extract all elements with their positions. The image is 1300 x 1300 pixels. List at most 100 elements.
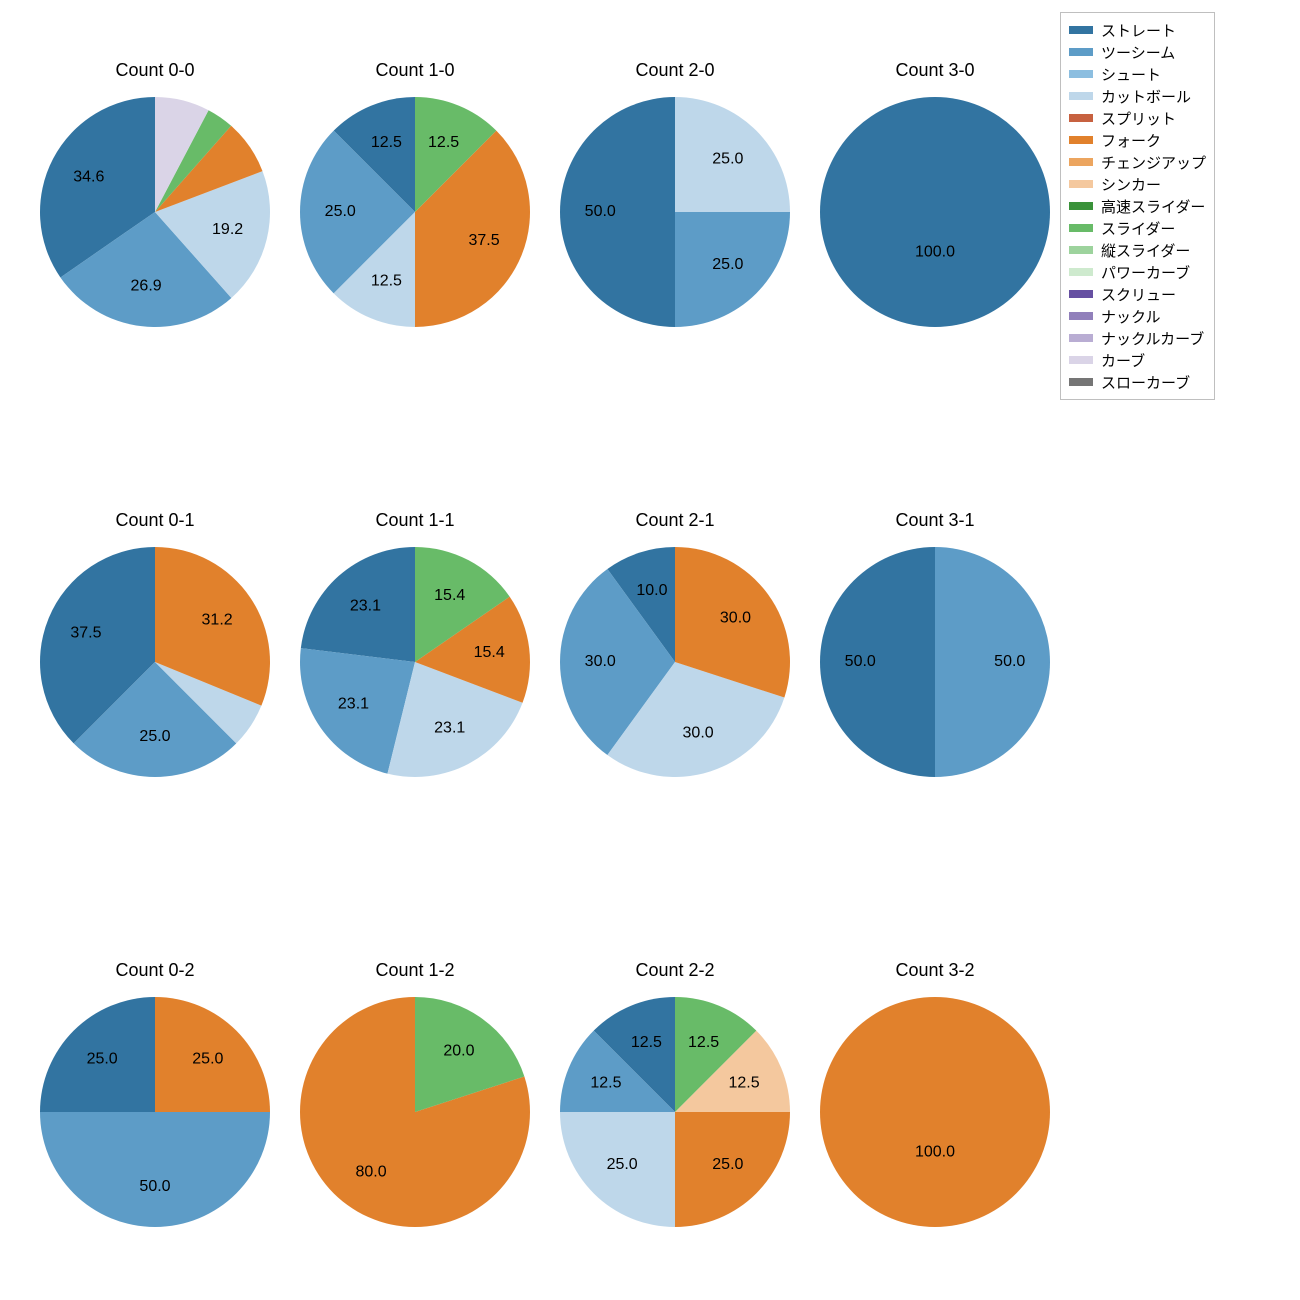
legend-swatch	[1069, 70, 1093, 78]
legend-swatch	[1069, 312, 1093, 320]
legend-item: チェンジアップ	[1069, 151, 1206, 173]
legend-label: スクリュー	[1101, 284, 1176, 305]
pie-cell: Count 1-012.525.012.537.512.5	[290, 60, 540, 360]
pie-cell: Count 1-2 80.0 20.0	[290, 960, 540, 1260]
pie-title: Count 0-1	[30, 510, 280, 531]
pie-wrap: 12.512.525.025.012.512.5	[550, 987, 800, 1237]
pie-slice-label: 34.6	[73, 169, 104, 186]
legend-label: ナックル	[1101, 306, 1161, 327]
chart-grid: Count 0-0 34.626.919.2 Count 1-0 12.5 25.0 12…	[0, 0, 1300, 1300]
pie-title: Count 0-2	[30, 960, 280, 981]
pie-svg: 100.0	[810, 987, 1060, 1237]
legend-swatch	[1069, 136, 1093, 144]
pie-cell: Count 2-212.512.525.025.012.512.5	[550, 960, 800, 1260]
pie-slice-label: 50.0	[585, 203, 616, 220]
pie-wrap: 50.0 25.0 25.0	[550, 87, 800, 337]
pie-svg: 12.512.525.025.012.512.5	[550, 987, 800, 1237]
pie-slice-label: 15.4	[434, 587, 465, 604]
legend-label: ツーシーム	[1101, 42, 1175, 63]
legend-item: 高速スライダー	[1069, 195, 1206, 217]
legend-swatch	[1069, 290, 1093, 298]
pie-slice-label: 50.0	[994, 653, 1025, 670]
legend-item: パワーカーブ	[1069, 261, 1206, 283]
pie-wrap: 100.0	[810, 987, 1060, 1237]
pie-wrap: 12.525.012.537.512.5	[290, 87, 540, 337]
legend-item: ナックルカーブ	[1069, 327, 1206, 349]
pie-title: Count 2-0	[550, 60, 800, 81]
pie-slice-label: 19.2	[212, 221, 243, 238]
pie-title: Count 0-0	[30, 60, 280, 81]
legend-label: スプリット	[1101, 108, 1176, 129]
legend-label: パワーカーブ	[1101, 262, 1190, 283]
legend-swatch	[1069, 202, 1093, 210]
pie-slice-label: 25.0	[192, 1050, 223, 1067]
pie-slice-label: 25.0	[87, 1050, 118, 1067]
pie-svg: 100.0	[810, 87, 1060, 337]
legend-swatch	[1069, 48, 1093, 56]
pie-title: Count 1-2	[290, 960, 540, 981]
legend-item: 縦スライダー	[1069, 239, 1206, 261]
pie-slice-label: 12.5	[371, 134, 402, 151]
legend-item: カットボール	[1069, 85, 1206, 107]
pie-svg: 25.0 50.0 25.0	[30, 987, 280, 1237]
legend-item: ツーシーム	[1069, 41, 1206, 63]
legend-item: スライダー	[1069, 217, 1206, 239]
pie-slice-label: 100.0	[915, 243, 955, 260]
pie-slice-label: 80.0	[355, 1164, 386, 1181]
legend-swatch	[1069, 92, 1093, 100]
pie-svg: 37.525.031.2	[30, 537, 280, 787]
pie-slice-label: 12.5	[428, 134, 459, 151]
pie-slice-label: 50.0	[139, 1178, 170, 1195]
legend-item: カーブ	[1069, 349, 1206, 371]
legend-swatch	[1069, 356, 1093, 364]
pie-wrap: 80.0 20.0	[290, 987, 540, 1237]
legend-swatch	[1069, 180, 1093, 188]
legend-swatch	[1069, 246, 1093, 254]
pie-slice-label: 100.0	[915, 1143, 955, 1160]
legend-item: ナックル	[1069, 305, 1206, 327]
pie-cell: Count 0-0 34.626.919.2	[30, 60, 280, 360]
pie-slice-label: 23.1	[338, 696, 369, 713]
pie-slice-label: 12.5	[371, 272, 402, 289]
pie-slice-label: 37.5	[70, 625, 101, 642]
pie-wrap: 50.050.0	[810, 537, 1060, 787]
pie-slice	[40, 1112, 270, 1227]
legend: ストレートツーシームシュートカットボールスプリットフォークチェンジアップシンカー…	[1060, 12, 1215, 400]
legend-label: スローカーブ	[1101, 372, 1190, 393]
pie-svg: 80.0 20.0	[290, 987, 540, 1237]
pie-cell: Count 2-0 50.0 25.0 25.0	[550, 60, 800, 360]
pie-slice	[820, 997, 1050, 1227]
pie-slice-label: 12.5	[728, 1075, 759, 1092]
pie-slice-label: 30.0	[683, 724, 714, 741]
pie-slice-label: 25.0	[325, 203, 356, 220]
pie-cell: Count 0-2 25.0 50.0 25.0	[30, 960, 280, 1260]
legend-label: シンカー	[1101, 174, 1161, 195]
pie-svg: 12.525.012.537.512.5	[290, 87, 540, 337]
pie-cell: Count 3-0 100.0	[810, 60, 1060, 360]
legend-item: スクリュー	[1069, 283, 1206, 305]
pie-slice-label: 12.5	[631, 1034, 662, 1051]
pie-svg: 50.050.0	[810, 537, 1060, 787]
legend-label: ナックルカーブ	[1101, 328, 1204, 349]
legend-label: チェンジアップ	[1101, 152, 1206, 173]
legend-swatch	[1069, 334, 1093, 342]
legend-swatch	[1069, 114, 1093, 122]
pie-cell: Count 1-123.123.123.115.415.4	[290, 510, 540, 810]
pie-cell: Count 2-110.030.030.030.0	[550, 510, 800, 810]
legend-item: シュート	[1069, 63, 1206, 85]
pie-cell: Count 3-150.050.0	[810, 510, 1060, 810]
legend-item: スプリット	[1069, 107, 1206, 129]
pie-slice-label: 25.0	[712, 150, 743, 167]
pie-title: Count 3-0	[810, 60, 1060, 81]
pie-slice-label: 25.0	[712, 256, 743, 273]
pie-title: Count 3-2	[810, 960, 1060, 981]
pie-svg: 34.626.919.2	[30, 87, 280, 337]
pie-slice	[935, 547, 1050, 777]
pie-title: Count 1-0	[290, 60, 540, 81]
legend-label: フォーク	[1101, 130, 1161, 151]
pie-slice-label: 25.0	[607, 1156, 638, 1173]
legend-label: スライダー	[1101, 218, 1175, 239]
pie-wrap: 100.0	[810, 87, 1060, 337]
pie-slice-label: 20.0	[443, 1043, 474, 1060]
legend-swatch	[1069, 224, 1093, 232]
